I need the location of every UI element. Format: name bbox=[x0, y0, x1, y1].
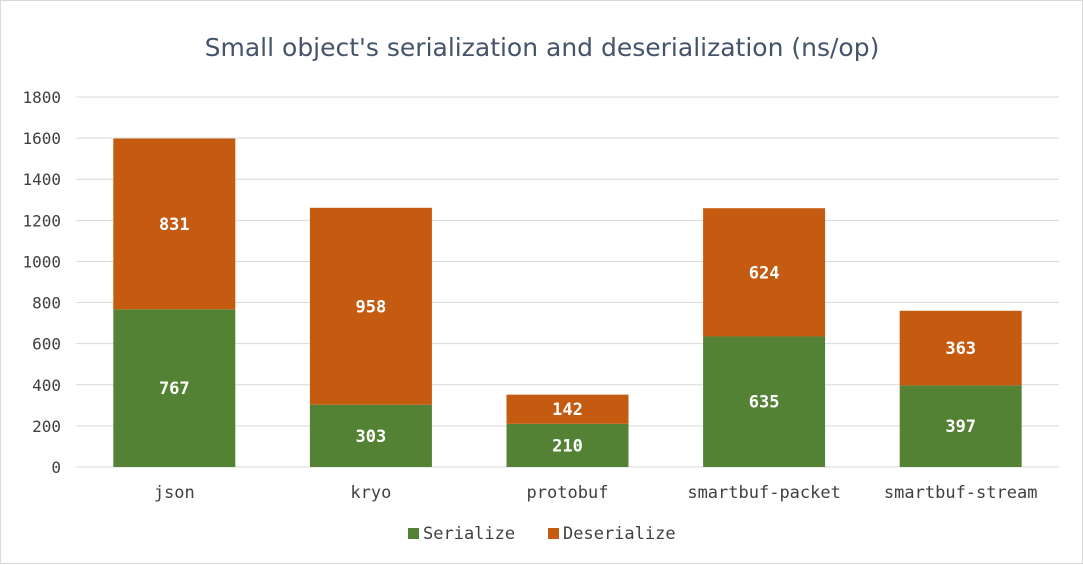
legend: Serialize Deserialize bbox=[408, 524, 676, 544]
data-labels: 767 831 303 958 210 142 635 624 397 363 bbox=[159, 215, 976, 456]
legend-swatch-serialize bbox=[408, 528, 419, 539]
bar-deserialize-smartbuf-packet bbox=[703, 208, 826, 337]
y-tick-label: 1400 bbox=[22, 170, 61, 189]
data-label: 635 bbox=[749, 393, 780, 413]
gridlines bbox=[76, 96, 1059, 468]
y-tick-label: 1600 bbox=[22, 129, 61, 148]
y-tick-label: 600 bbox=[32, 335, 61, 354]
y-tick-label: 1000 bbox=[22, 252, 61, 271]
x-category-label: smartbuf-stream bbox=[884, 483, 1038, 503]
y-tick-label: 800 bbox=[32, 294, 61, 313]
bar-deserialize-smartbuf-stream bbox=[899, 310, 1022, 386]
bar-serialize-smartbuf-packet bbox=[703, 336, 826, 467]
data-label: 958 bbox=[356, 297, 387, 317]
x-category-label: kryo bbox=[350, 483, 391, 503]
bar-deserialize-json bbox=[113, 138, 236, 310]
data-label: 303 bbox=[356, 427, 387, 447]
bar-serialize-smartbuf-stream bbox=[899, 385, 1022, 467]
legend-label-serialize: Serialize bbox=[423, 524, 515, 544]
data-label: 624 bbox=[749, 263, 780, 283]
legend-swatch-deserialize bbox=[548, 528, 559, 539]
data-label: 142 bbox=[552, 400, 583, 420]
bar-serialize-protobuf bbox=[506, 423, 629, 467]
legend-label-deserialize: Deserialize bbox=[563, 524, 676, 544]
y-tick-label: 200 bbox=[32, 417, 61, 436]
y-axis-ticks: 0 200 400 600 800 1000 1200 1400 1600 1800 bbox=[22, 88, 61, 477]
bar-deserialize-protobuf bbox=[506, 394, 629, 424]
data-label: 363 bbox=[945, 339, 976, 359]
x-category-label: json bbox=[154, 483, 195, 503]
data-label: 397 bbox=[945, 417, 976, 437]
data-label: 831 bbox=[159, 215, 190, 235]
bar-serialize-kryo bbox=[309, 404, 432, 467]
x-category-label: smartbuf-packet bbox=[687, 483, 841, 503]
y-tick-label: 1800 bbox=[22, 88, 61, 107]
bars bbox=[113, 138, 1022, 467]
bar-serialize-json bbox=[113, 309, 236, 467]
data-label: 210 bbox=[552, 436, 583, 456]
data-label: 767 bbox=[159, 379, 190, 399]
bar-deserialize-kryo bbox=[309, 207, 432, 405]
y-tick-label: 0 bbox=[51, 458, 61, 477]
y-tick-label: 400 bbox=[32, 376, 61, 395]
x-axis-categories: json kryo protobuf smartbuf-packet smartbuf-… bbox=[154, 483, 1038, 503]
chart-title: Small object's serialization and deseria… bbox=[205, 33, 880, 62]
x-category-label: protobuf bbox=[527, 483, 609, 503]
y-tick-label: 1200 bbox=[22, 211, 61, 230]
